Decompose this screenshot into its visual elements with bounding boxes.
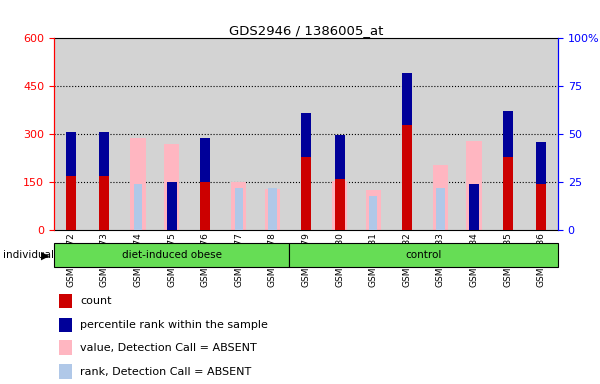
Bar xyxy=(503,157,512,230)
Bar xyxy=(536,142,546,184)
Text: value, Detection Call = ABSENT: value, Detection Call = ABSENT xyxy=(80,343,257,353)
Bar xyxy=(469,184,479,230)
Bar xyxy=(402,125,412,230)
Bar xyxy=(59,318,73,332)
Bar xyxy=(536,184,546,230)
Text: count: count xyxy=(80,296,112,306)
Bar xyxy=(164,144,179,230)
Text: percentile rank within the sample: percentile rank within the sample xyxy=(80,320,268,330)
Bar xyxy=(335,188,344,230)
Bar xyxy=(200,138,210,182)
Bar xyxy=(59,294,73,308)
Bar xyxy=(100,132,109,176)
Bar xyxy=(335,135,344,179)
Bar xyxy=(66,176,76,230)
Bar xyxy=(134,184,142,230)
Bar xyxy=(59,341,73,355)
Bar xyxy=(130,137,146,230)
FancyBboxPatch shape xyxy=(54,243,289,268)
Bar xyxy=(301,157,311,230)
FancyBboxPatch shape xyxy=(289,243,558,268)
Bar xyxy=(200,182,210,230)
Bar xyxy=(369,196,377,230)
Bar xyxy=(470,184,478,230)
Bar xyxy=(265,189,280,230)
Bar xyxy=(66,132,76,176)
Bar xyxy=(100,176,109,230)
Bar xyxy=(235,188,243,230)
Bar xyxy=(503,111,512,157)
Bar xyxy=(167,184,176,230)
Bar xyxy=(167,182,176,230)
Title: GDS2946 / 1386005_at: GDS2946 / 1386005_at xyxy=(229,24,383,37)
Bar xyxy=(436,188,445,230)
Bar xyxy=(231,182,247,230)
Text: diet-induced obese: diet-induced obese xyxy=(122,250,221,260)
Bar xyxy=(332,181,347,230)
Text: rank, Detection Call = ABSENT: rank, Detection Call = ABSENT xyxy=(80,367,251,377)
Bar xyxy=(301,113,311,157)
Bar xyxy=(365,190,381,230)
Bar xyxy=(59,364,73,379)
Bar xyxy=(335,179,344,230)
Bar xyxy=(433,165,448,230)
Text: control: control xyxy=(406,250,442,260)
Bar xyxy=(466,141,482,230)
Bar xyxy=(268,188,277,230)
Text: ▶: ▶ xyxy=(41,250,49,260)
Bar xyxy=(402,73,412,125)
Text: individual: individual xyxy=(3,250,54,260)
